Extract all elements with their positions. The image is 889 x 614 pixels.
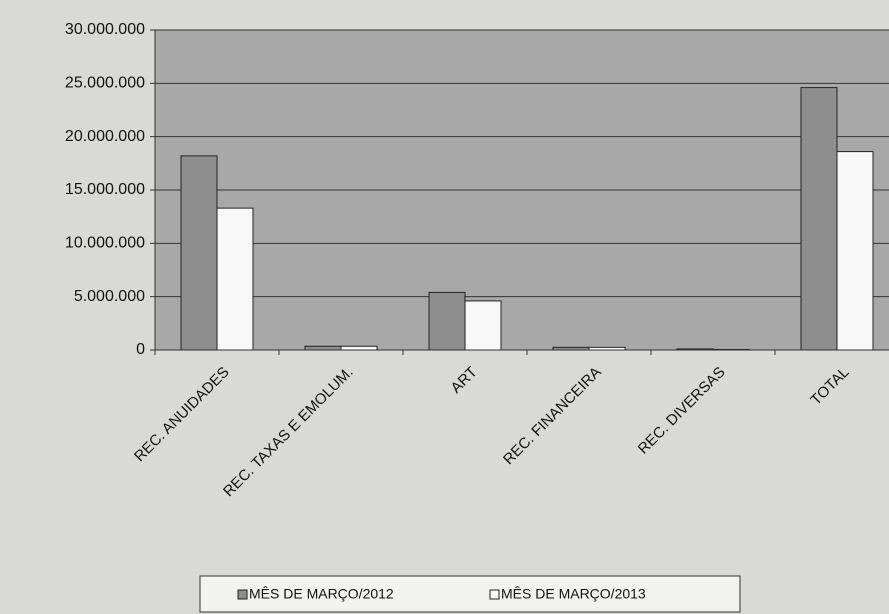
y-tick-label: 25.000.000 bbox=[65, 75, 145, 92]
x-tick-label: REC. DIVERSAS bbox=[635, 364, 729, 458]
legend-label: MÊS DE MARÇO/2012 bbox=[249, 586, 394, 602]
y-tick-label: 30.000.000 bbox=[65, 21, 145, 38]
y-tick-label: 0 bbox=[136, 341, 145, 358]
bar bbox=[428, 291, 466, 351]
y-tick-label: 15.000.000 bbox=[65, 181, 145, 198]
bar bbox=[464, 300, 502, 351]
x-tick-label: REC. ANUIDADES bbox=[131, 364, 233, 466]
legend: MÊS DE MARÇO/2012 MÊS DE MARÇO/2013 bbox=[199, 575, 741, 613]
bar bbox=[216, 207, 254, 351]
y-tick-label: 10.000.000 bbox=[65, 235, 145, 252]
x-tick-label: ART bbox=[448, 364, 481, 397]
x-tick-label: REC. FINANCEIRA bbox=[500, 364, 605, 469]
bar bbox=[836, 151, 874, 351]
legend-label: MÊS DE MARÇO/2013 bbox=[501, 586, 646, 602]
bar bbox=[180, 155, 218, 351]
legend-swatch bbox=[489, 589, 500, 600]
y-tick-label: 5.000.000 bbox=[74, 288, 145, 305]
bar bbox=[304, 345, 342, 351]
y-tick-label: 20.000.000 bbox=[65, 128, 145, 145]
legend-box bbox=[199, 575, 741, 613]
bar bbox=[800, 87, 838, 351]
bar bbox=[340, 345, 378, 351]
legend-swatch bbox=[237, 589, 248, 600]
x-tick-label: REC. TAXAS E EMOLUM. bbox=[220, 364, 357, 501]
x-tick-label: TOTAL bbox=[807, 364, 852, 409]
